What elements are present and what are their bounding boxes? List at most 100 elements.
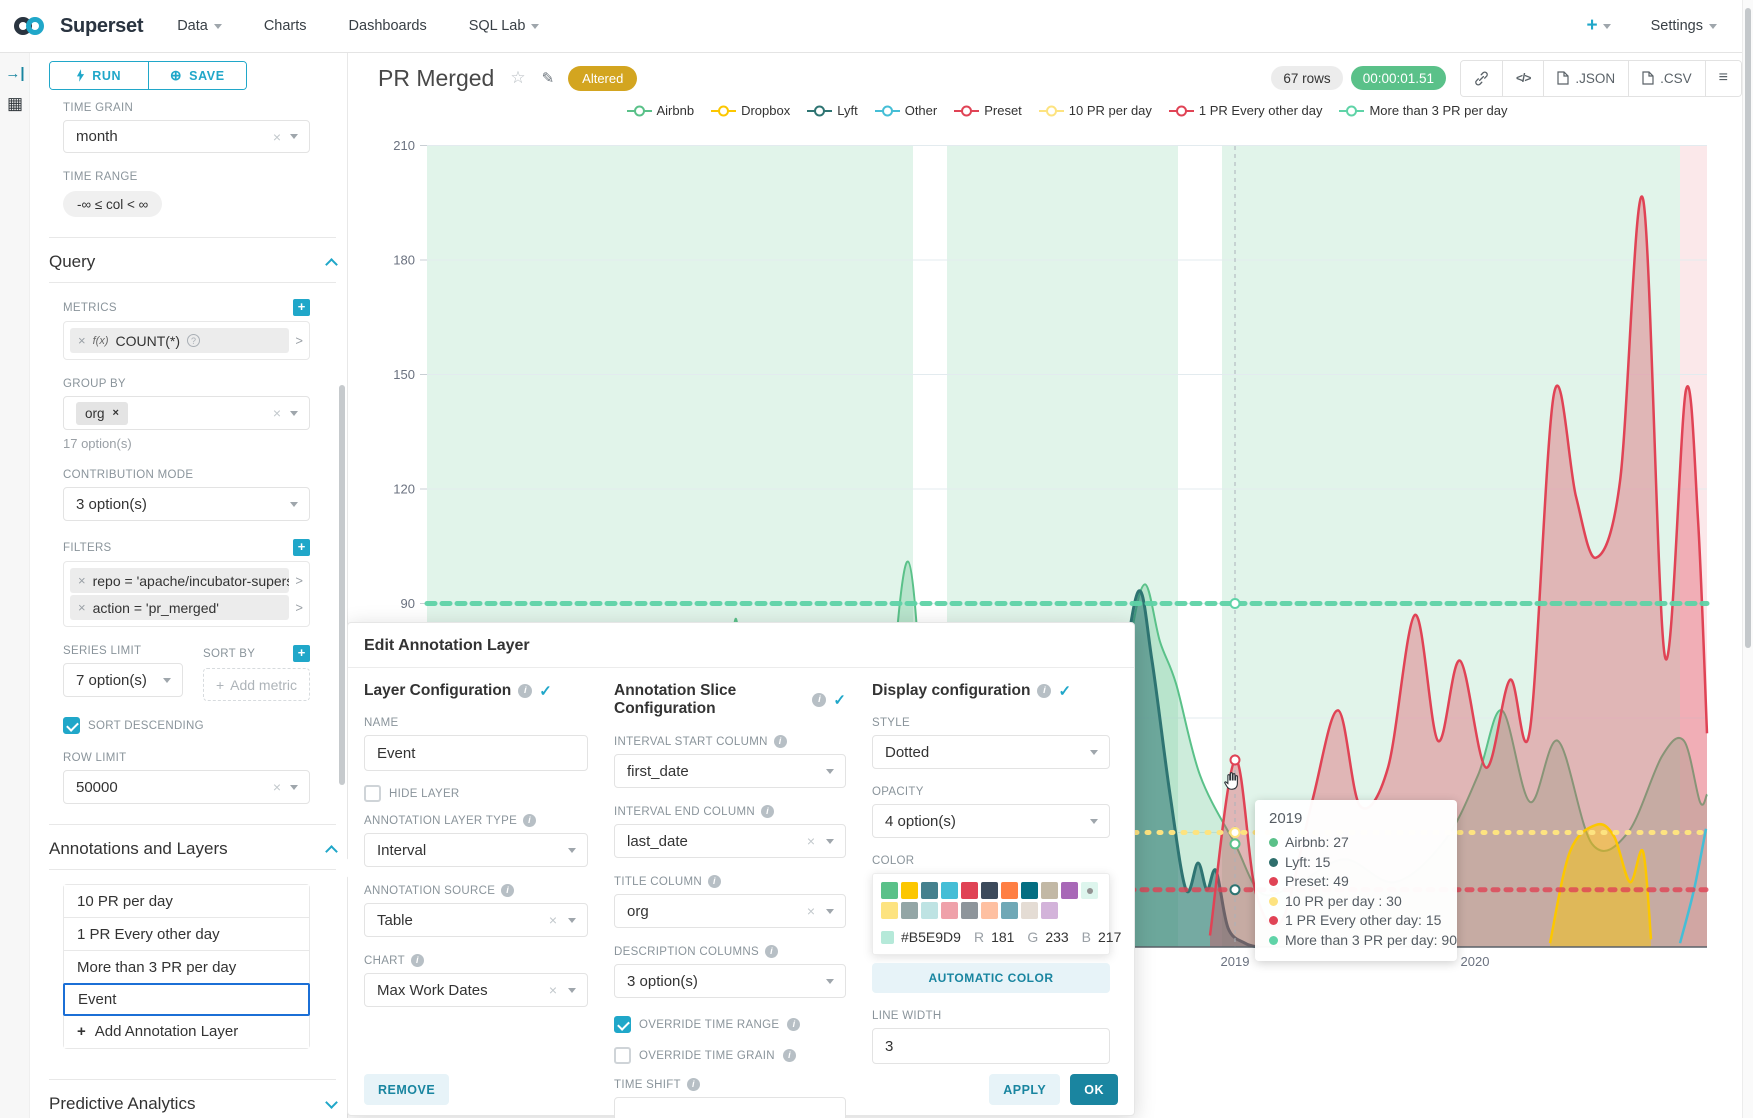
- time-grain-select[interactable]: month ×: [63, 120, 310, 153]
- color-swatch[interactable]: [881, 882, 898, 899]
- sort-descending-checkbox[interactable]: SORT DESCENDING: [63, 717, 340, 734]
- clear-icon[interactable]: ×: [272, 405, 281, 421]
- annotation-layer-type-select[interactable]: Interval: [364, 833, 588, 867]
- chevron-right-icon[interactable]: >: [295, 600, 303, 615]
- group-by-select[interactable]: org × ×: [63, 396, 310, 430]
- remove-icon[interactable]: ×: [112, 407, 119, 419]
- info-icon[interactable]: i: [686, 1078, 700, 1091]
- info-icon[interactable]: i: [787, 1018, 801, 1031]
- annotation-layer-item[interactable]: Event: [63, 983, 310, 1016]
- copy-link-button[interactable]: [1461, 60, 1503, 96]
- clear-icon[interactable]: ×: [272, 779, 281, 795]
- color-swatch[interactable]: [961, 902, 978, 919]
- color-swatch[interactable]: [941, 902, 958, 919]
- export-json-button[interactable]: .JSON: [1543, 60, 1629, 96]
- settings-menu[interactable]: Settings: [1651, 18, 1717, 34]
- annotation-source-select[interactable]: Table ×: [364, 903, 588, 937]
- more-options-button[interactable]: ≡: [1704, 60, 1741, 96]
- clear-icon[interactable]: ×: [548, 912, 557, 928]
- color-swatch[interactable]: [981, 882, 998, 899]
- legend-item[interactable]: 10 PR per day: [1038, 103, 1152, 118]
- automatic-color-button[interactable]: AUTOMATIC COLOR: [872, 963, 1110, 993]
- color-swatch[interactable]: [901, 902, 918, 919]
- legend-item[interactable]: 1 PR Every other day: [1168, 103, 1322, 118]
- save-button[interactable]: ⊕ SAVE: [147, 62, 246, 89]
- info-icon[interactable]: i: [501, 884, 515, 897]
- override-time-grain-checkbox[interactable]: OVERRIDE TIME GRAIN i: [614, 1047, 846, 1064]
- line-width-input[interactable]: [872, 1028, 1110, 1064]
- row-limit-select[interactable]: 50000 ×: [63, 770, 310, 804]
- color-swatch[interactable]: [921, 902, 938, 919]
- clear-icon[interactable]: ×: [806, 833, 815, 849]
- legend-item[interactable]: Lyft: [807, 103, 858, 118]
- annotation-layer-item[interactable]: 1 PR Every other day: [64, 918, 309, 951]
- opacity-select[interactable]: 4 option(s): [872, 804, 1110, 838]
- favorite-star-icon[interactable]: ☆: [510, 68, 526, 87]
- legend-item[interactable]: Airbnb: [626, 103, 694, 118]
- interval-start-select[interactable]: first_date: [614, 754, 846, 788]
- annotation-layer-item[interactable]: More than 3 PR per day: [64, 951, 309, 984]
- export-csv-button[interactable]: .CSV: [1628, 60, 1705, 96]
- info-icon[interactable]: i: [812, 693, 827, 707]
- collapse-section-icon[interactable]: [325, 258, 338, 271]
- sidebar-scrollbar[interactable]: [339, 385, 345, 785]
- collapse-datasource-icon[interactable]: →|: [5, 65, 25, 82]
- time-shift-input[interactable]: [614, 1097, 846, 1118]
- datasource-grid-icon[interactable]: ▦: [6, 94, 24, 113]
- add-metric-button[interactable]: +: [293, 299, 310, 316]
- embed-code-button[interactable]: </>: [1502, 60, 1544, 96]
- color-swatch[interactable]: [1041, 882, 1058, 899]
- color-swatch[interactable]: [1021, 882, 1038, 899]
- legend-item[interactable]: More than 3 PR per day: [1339, 103, 1508, 118]
- info-icon[interactable]: i: [518, 684, 533, 698]
- color-swatch[interactable]: [1001, 902, 1018, 919]
- apply-button[interactable]: APPLY: [989, 1074, 1061, 1105]
- nav-item-dashboards[interactable]: Dashboards: [348, 18, 427, 34]
- chevron-right-icon[interactable]: >: [295, 333, 303, 348]
- color-swatch[interactable]: [1001, 882, 1018, 899]
- hide-layer-checkbox[interactable]: HIDE LAYER: [364, 785, 588, 802]
- color-swatch[interactable]: [941, 882, 958, 899]
- annotation-layer-item[interactable]: 10 PR per day: [64, 885, 309, 918]
- color-swatch[interactable]: [1021, 902, 1038, 919]
- superset-logo[interactable]: Superset: [14, 15, 143, 38]
- color-swatch[interactable]: [981, 902, 998, 919]
- override-time-range-checkbox[interactable]: OVERRIDE TIME RANGE i: [614, 1016, 846, 1033]
- info-icon[interactable]: i: [410, 954, 424, 967]
- legend-item[interactable]: Other: [874, 103, 937, 118]
- sort-by-add-metric[interactable]: + Add metric: [203, 668, 310, 701]
- remove-icon[interactable]: ×: [78, 333, 86, 348]
- new-item-button[interactable]: +: [1586, 15, 1611, 37]
- info-icon[interactable]: i: [707, 875, 721, 888]
- expand-section-icon[interactable]: [325, 1095, 338, 1109]
- remove-icon[interactable]: ×: [78, 600, 86, 615]
- series-limit-select[interactable]: 7 option(s): [63, 663, 183, 697]
- color-swatch[interactable]: [961, 882, 978, 899]
- filter-chip-row[interactable]: × action = 'pr_merged' >: [70, 595, 303, 620]
- color-swatch[interactable]: [881, 902, 898, 919]
- color-swatch[interactable]: [1041, 902, 1058, 919]
- remove-button[interactable]: REMOVE: [364, 1074, 450, 1105]
- nav-item-data[interactable]: Data: [177, 18, 222, 34]
- title-column-select[interactable]: org ×: [614, 894, 846, 928]
- color-swatch[interactable]: [921, 882, 938, 899]
- collapse-section-icon[interactable]: [325, 845, 338, 858]
- chevron-right-icon[interactable]: >: [295, 573, 303, 588]
- time-range-value[interactable]: -∞ ≤ col < ∞: [63, 191, 163, 217]
- scrollbar-thumb[interactable]: [1745, 8, 1751, 648]
- contribution-mode-select[interactable]: 3 option(s): [63, 487, 310, 521]
- clear-icon[interactable]: ×: [272, 128, 281, 145]
- style-select[interactable]: Dotted: [872, 735, 1110, 769]
- metric-chip-row[interactable]: × f(x) COUNT(*) ? >: [70, 328, 303, 353]
- info-icon[interactable]: i: [523, 814, 537, 827]
- info-icon[interactable]: i: [782, 1049, 796, 1062]
- nav-item-sqllab[interactable]: SQL Lab: [469, 18, 540, 34]
- info-icon[interactable]: i: [760, 805, 774, 818]
- group-by-chip[interactable]: org ×: [76, 401, 128, 425]
- interval-end-select[interactable]: last_date ×: [614, 824, 846, 858]
- filter-chip-row[interactable]: × repo = 'apache/incubator-supers... >: [70, 568, 303, 593]
- description-columns-select[interactable]: 3 option(s): [614, 964, 846, 998]
- ok-button[interactable]: OK: [1070, 1074, 1118, 1105]
- color-swatch[interactable]: [901, 882, 918, 899]
- add-annotation-layer-button[interactable]: + Add Annotation Layer: [64, 1015, 309, 1048]
